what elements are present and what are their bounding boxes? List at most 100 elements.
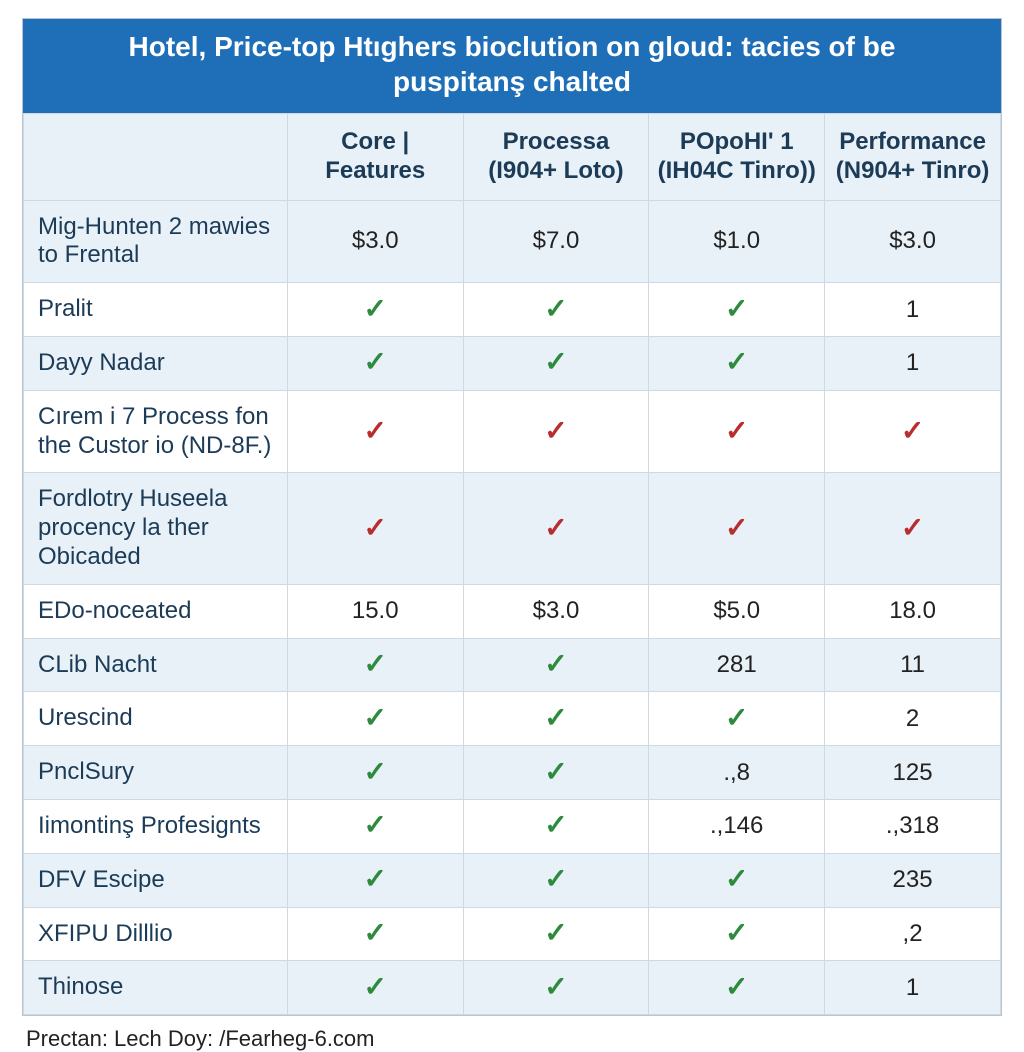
- table-cell: .,146: [649, 799, 825, 853]
- table-row: Pralit✓✓✓1: [24, 283, 1001, 337]
- table-cell: ✓: [649, 283, 825, 337]
- table-title: Hotel, Price-top Htıghers bioclution on …: [23, 19, 1001, 113]
- check-icon: ✓: [363, 702, 386, 733]
- row-label: Urescind: [24, 692, 288, 746]
- check-icon: ✓: [544, 863, 567, 894]
- check-icon: ✓: [725, 702, 748, 733]
- table-cell: ✓: [463, 638, 649, 692]
- row-label: Fordlotry Huseela procency la ther Obica…: [24, 473, 288, 584]
- table-cell: 2: [825, 692, 1001, 746]
- header-col-2: Processa (I904+ Loto): [463, 114, 649, 201]
- header-col-1: Core | Features: [287, 114, 463, 201]
- row-label: Dayy Nadar: [24, 336, 288, 390]
- table-cell: 1: [825, 961, 1001, 1015]
- table-row: Mig-Hunten 2 mawies to Frental$3.0$7.0$1…: [24, 200, 1001, 283]
- check-icon: ✓: [544, 756, 567, 787]
- row-label: DFV Escipe: [24, 853, 288, 907]
- row-label: PnclSury: [24, 746, 288, 800]
- table-cell: .,318: [825, 799, 1001, 853]
- row-label: Iimontinş Profesignts: [24, 799, 288, 853]
- check-icon: ✓: [725, 917, 748, 948]
- table-row: PnclSury✓✓.,8125: [24, 746, 1001, 800]
- table-cell: ✓: [463, 853, 649, 907]
- check-icon: ✓: [544, 346, 567, 377]
- table-cell: ✓: [649, 692, 825, 746]
- table-cell: ✓: [463, 336, 649, 390]
- table-cell: ✓: [287, 473, 463, 584]
- table-cell: ✓: [287, 390, 463, 473]
- table-row: Dayy Nadar✓✓✓1: [24, 336, 1001, 390]
- table-cell: ✓: [463, 746, 649, 800]
- table-cell: ✓: [463, 907, 649, 961]
- row-label: CLib Nacht: [24, 638, 288, 692]
- check-icon: ✓: [363, 648, 386, 679]
- check-icon: ✓: [901, 415, 924, 446]
- table-cell: $3.0: [825, 200, 1001, 283]
- table-cell: ✓: [287, 283, 463, 337]
- row-label: Cırem i 7 Process fon the Custor io (ND-…: [24, 390, 288, 473]
- table-row: Urescind ✓ ✓ ✓ 2: [24, 692, 1001, 746]
- check-icon: ✓: [544, 917, 567, 948]
- table-cell: $7.0: [463, 200, 649, 283]
- check-icon: ✓: [725, 512, 748, 543]
- check-icon: ✓: [725, 415, 748, 446]
- table-cell: 18.0: [825, 584, 1001, 638]
- table-cell: ✓: [463, 283, 649, 337]
- row-label: Pralit: [24, 283, 288, 337]
- table-row: Thinose✓✓✓1: [24, 961, 1001, 1015]
- table-cell: ,2: [825, 907, 1001, 961]
- check-icon: ✓: [363, 756, 386, 787]
- check-icon: ✓: [363, 917, 386, 948]
- header-row: Core | Features Processa (I904+ Loto) PO…: [24, 114, 1001, 201]
- table-cell: ✓: [287, 907, 463, 961]
- header-col-4: Performance (N904+ Tinro): [825, 114, 1001, 201]
- check-icon: ✓: [544, 293, 567, 324]
- table-cell: ✓: [825, 390, 1001, 473]
- table-row: Cırem i 7 Process fon the Custor io (ND-…: [24, 390, 1001, 473]
- table-cell: $5.0: [649, 584, 825, 638]
- table-cell: 235: [825, 853, 1001, 907]
- comparison-table-wrap: Hotel, Price-top Htıghers bioclution on …: [22, 18, 1002, 1016]
- table-cell: ✓: [463, 961, 649, 1015]
- comparison-table: Core | Features Processa (I904+ Loto) PO…: [23, 113, 1001, 1015]
- check-icon: ✓: [725, 293, 748, 324]
- table-cell: ✓: [649, 907, 825, 961]
- table-cell: $3.0: [463, 584, 649, 638]
- check-icon: ✓: [363, 971, 386, 1002]
- table-cell: ✓: [649, 390, 825, 473]
- check-icon: ✓: [363, 863, 386, 894]
- table-cell: ✓: [463, 799, 649, 853]
- check-icon: ✓: [901, 512, 924, 543]
- header-col-3: POpoHI' 1 (IH04C Tinro)): [649, 114, 825, 201]
- table-cell: 281: [649, 638, 825, 692]
- table-cell: $1.0: [649, 200, 825, 283]
- row-label: XFIPU Dilllio: [24, 907, 288, 961]
- table-row: CLib Nacht✓✓28111: [24, 638, 1001, 692]
- check-icon: ✓: [725, 346, 748, 377]
- check-icon: ✓: [363, 512, 386, 543]
- table-cell: ✓: [649, 336, 825, 390]
- check-icon: ✓: [725, 971, 748, 1002]
- check-icon: ✓: [544, 702, 567, 733]
- table-cell: $3.0: [287, 200, 463, 283]
- table-cell: ✓: [287, 853, 463, 907]
- table-cell: ✓: [649, 961, 825, 1015]
- check-icon: ✓: [363, 415, 386, 446]
- row-label: Mig-Hunten 2 mawies to Frental: [24, 200, 288, 283]
- table-cell: 11: [825, 638, 1001, 692]
- table-row: EDo-noceated15.0$3.0$5.018.0: [24, 584, 1001, 638]
- check-icon: ✓: [363, 293, 386, 324]
- check-icon: ✓: [725, 863, 748, 894]
- table-cell: ✓: [287, 692, 463, 746]
- table-row: Fordlotry Huseela procency la ther Obica…: [24, 473, 1001, 584]
- table-cell: ✓: [287, 746, 463, 800]
- table-cell: .,8: [649, 746, 825, 800]
- table-row: Iimontinş Profesignts✓✓.,146.,318: [24, 799, 1001, 853]
- table-cell: 15.0: [287, 584, 463, 638]
- table-cell: ✓: [287, 638, 463, 692]
- header-blank: [24, 114, 288, 201]
- table-footer: Prectan: Lech Doy: /Fearheg-6.com: [22, 1016, 1002, 1052]
- row-label: EDo-noceated: [24, 584, 288, 638]
- table-cell: ✓: [287, 336, 463, 390]
- check-icon: ✓: [544, 809, 567, 840]
